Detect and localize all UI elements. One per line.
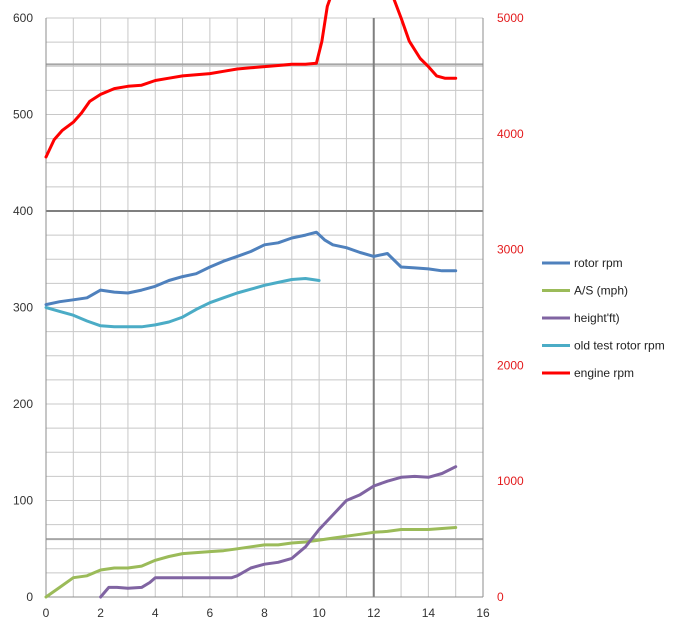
y-tick-label: 500 bbox=[13, 108, 33, 122]
series-line-old-test-rotor-rpm bbox=[44, 277, 321, 329]
y-tick-label: 0 bbox=[26, 590, 33, 604]
y-tick-label: 400 bbox=[13, 204, 33, 218]
grid bbox=[45, 17, 484, 598]
legend-label: height'ft) bbox=[574, 311, 620, 325]
legend: rotor rpm A/S (mph) height'ft) old test rot… bbox=[542, 256, 665, 380]
ticks: 0 2 4 6 8 10 12 14 16 0 100 200 300 400 500 600 0 1000 200… bbox=[13, 11, 524, 620]
legend-label: old test rotor rpm bbox=[574, 339, 665, 353]
x-tick-label: 8 bbox=[261, 606, 268, 620]
y2-tick-label: 0 bbox=[497, 590, 504, 604]
y2-tick-label: 3000 bbox=[497, 243, 524, 257]
series-line-engine-rpm bbox=[44, 0, 458, 159]
x-tick-label: 4 bbox=[152, 606, 159, 620]
legend-label: rotor rpm bbox=[574, 256, 623, 270]
y2-tick-label: 2000 bbox=[497, 358, 524, 372]
legend-label: engine rpm bbox=[574, 366, 634, 380]
y2-tick-label: 5000 bbox=[497, 11, 524, 25]
x-tick-label: 14 bbox=[422, 606, 436, 620]
y-tick-label: 300 bbox=[13, 301, 33, 315]
x-tick-label: 2 bbox=[97, 606, 104, 620]
series-line-height-ft bbox=[99, 465, 458, 599]
x-tick-label: 12 bbox=[367, 606, 381, 620]
x-tick-label: 6 bbox=[207, 606, 214, 620]
x-tick-label: 0 bbox=[43, 606, 50, 620]
y2-tick-label: 1000 bbox=[497, 474, 524, 488]
y-tick-label: 600 bbox=[13, 11, 33, 25]
x-tick-label: 16 bbox=[476, 606, 490, 620]
y-tick-label: 200 bbox=[13, 397, 33, 411]
highlight-lines bbox=[46, 18, 483, 597]
y-tick-label: 100 bbox=[13, 494, 33, 508]
x-tick-label: 10 bbox=[312, 606, 326, 620]
series-line-rotor-rpm bbox=[44, 230, 458, 307]
series-line-a-s-mph bbox=[44, 526, 458, 599]
y2-tick-label: 4000 bbox=[497, 127, 524, 141]
legend-label: A/S (mph) bbox=[574, 284, 628, 298]
series-layer bbox=[44, 0, 458, 599]
